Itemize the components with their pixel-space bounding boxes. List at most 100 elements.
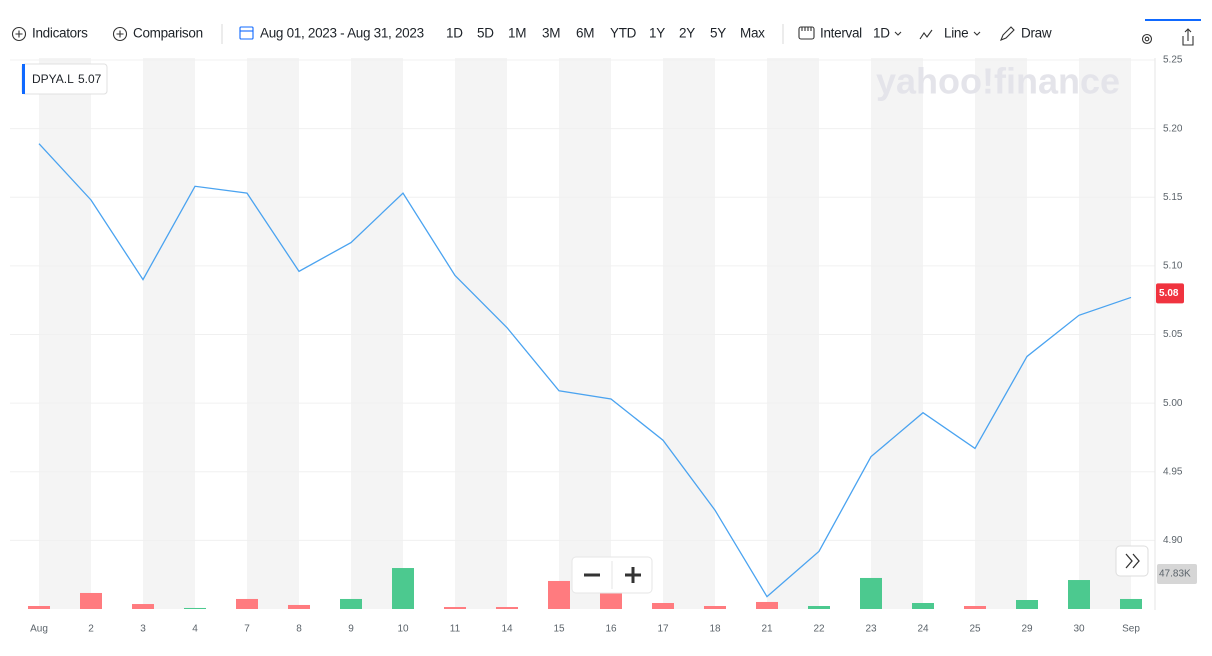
- y-tick-label: 4.95: [1163, 466, 1183, 477]
- day-band: [39, 58, 91, 609]
- price-tag-label: 5.08: [1159, 288, 1179, 299]
- line-icon[interactable]: [919, 29, 933, 40]
- interval-button[interactable]: Interval: [820, 26, 862, 41]
- interval-ticks: [801, 27, 812, 31]
- range-button[interactable]: YTD: [610, 26, 637, 41]
- indicators-icon[interactable]: [11, 26, 27, 42]
- volume-bar: [1016, 599, 1038, 609]
- volume-bar: [600, 590, 622, 609]
- x-tick-label: 22: [813, 624, 825, 635]
- day-band: [767, 58, 819, 609]
- volume-bar: [444, 607, 466, 609]
- volume-bar: [236, 598, 258, 609]
- share-icon[interactable]: [1182, 28, 1194, 46]
- comparison-button[interactable]: Comparison: [133, 26, 203, 41]
- x-tick-label: 3: [140, 624, 146, 635]
- interval-value[interactable]: 1D: [873, 26, 891, 41]
- range-button[interactable]: 1D: [446, 26, 464, 41]
- x-tick-label: 16: [605, 624, 617, 635]
- volume-bar: [184, 607, 206, 609]
- x-tick-label: 30: [1073, 624, 1085, 635]
- volume-bar: [548, 580, 570, 609]
- watermark: yahoo!finance: [876, 61, 1120, 102]
- range-button[interactable]: 1M: [508, 26, 527, 41]
- volume-bar: [756, 601, 778, 609]
- volume-bar: [964, 605, 986, 609]
- volume-bar: [28, 605, 50, 609]
- volume-bar: [912, 602, 934, 609]
- volume-bar: [288, 604, 310, 609]
- x-tick-label: 14: [501, 624, 513, 635]
- bands: [39, 58, 1131, 609]
- x-tick-label: 11: [450, 624, 461, 635]
- x-tick-label: 24: [917, 624, 929, 635]
- x-tick-label: 23: [865, 624, 877, 635]
- volume-bar: [652, 602, 674, 609]
- y-tick-label: 5.25: [1163, 55, 1183, 66]
- x-tick-label: 2: [88, 624, 94, 635]
- x-tick-label: 17: [657, 624, 669, 635]
- day-band: [351, 58, 403, 609]
- day-band: [663, 58, 715, 609]
- settings-center: [1144, 36, 1150, 42]
- volume-marker-label: 47.83K: [1159, 569, 1191, 580]
- x-tick-label: 25: [969, 624, 981, 635]
- volume-bar: [808, 605, 830, 609]
- interval-icon[interactable]: [798, 26, 815, 40]
- calendar-icon[interactable]: [239, 26, 254, 40]
- x-tick-label: 18: [709, 624, 721, 635]
- comparison-plus: [116, 30, 124, 38]
- volume-bar: [704, 605, 726, 609]
- y-tick-label: 4.90: [1163, 535, 1183, 546]
- x-tick-label: 10: [397, 624, 409, 635]
- draw-button[interactable]: Draw: [1021, 26, 1052, 41]
- y-tick-label: 5.10: [1163, 261, 1183, 272]
- volume-bar: [132, 604, 154, 609]
- x-tick-label: 7: [244, 624, 250, 635]
- indicators-button[interactable]: Indicators: [32, 26, 88, 41]
- day-band: [143, 58, 195, 609]
- x-tick-label: 15: [553, 624, 565, 635]
- range-button[interactable]: 6M: [576, 26, 595, 41]
- volume-bar: [1068, 580, 1090, 609]
- legend-value: 5.07: [78, 72, 102, 86]
- scroll-icon: [1125, 553, 1140, 569]
- volume-bar: [80, 592, 102, 609]
- x-tick-label: 29: [1021, 624, 1033, 635]
- y-tick-label: 5.20: [1163, 123, 1183, 134]
- range-button[interactable]: 5Y: [710, 26, 727, 41]
- volume-bar: [340, 598, 362, 609]
- range-button[interactable]: 5D: [477, 26, 495, 41]
- zoom-in[interactable]: [625, 567, 641, 583]
- day-band: [975, 58, 1027, 609]
- range-buttons: 1D 5D 1M 3M 6M YTD 1Y 2Y 5Y Max: [446, 26, 765, 41]
- day-band: [455, 58, 507, 609]
- volume-bar: [496, 607, 518, 609]
- legend-marker: [22, 64, 25, 94]
- range-button[interactable]: 2Y: [679, 26, 696, 41]
- settings-icon[interactable]: [1141, 33, 1153, 45]
- y-tick-label: 5.00: [1163, 398, 1183, 409]
- volume-bar: [860, 577, 882, 609]
- y-tick-label: 5.05: [1163, 329, 1183, 340]
- volume-marker-box: [1157, 564, 1197, 584]
- toolbar-icons: [11, 24, 1194, 46]
- comparison-icon[interactable]: [112, 26, 128, 42]
- chart-style-button[interactable]: Line: [944, 26, 969, 41]
- draw-icon[interactable]: [1000, 26, 1015, 41]
- x-tick-label: 9: [348, 624, 354, 635]
- price-line: [38, 143, 1132, 598]
- day-band: [247, 58, 299, 609]
- chevrons: [894, 31, 981, 36]
- x-tick-label: 21: [761, 624, 773, 635]
- price-tag-box: [1156, 283, 1184, 304]
- y-tick-label: 5.15: [1163, 192, 1183, 203]
- x-tick-label: Sep: [1122, 624, 1140, 635]
- range-button[interactable]: Max: [740, 26, 765, 41]
- range-button[interactable]: 3M: [542, 26, 561, 41]
- range-button[interactable]: 1Y: [649, 26, 666, 41]
- day-band: [559, 58, 611, 609]
- date-range[interactable]: Aug 01, 2023 - Aug 31, 2023: [260, 26, 424, 41]
